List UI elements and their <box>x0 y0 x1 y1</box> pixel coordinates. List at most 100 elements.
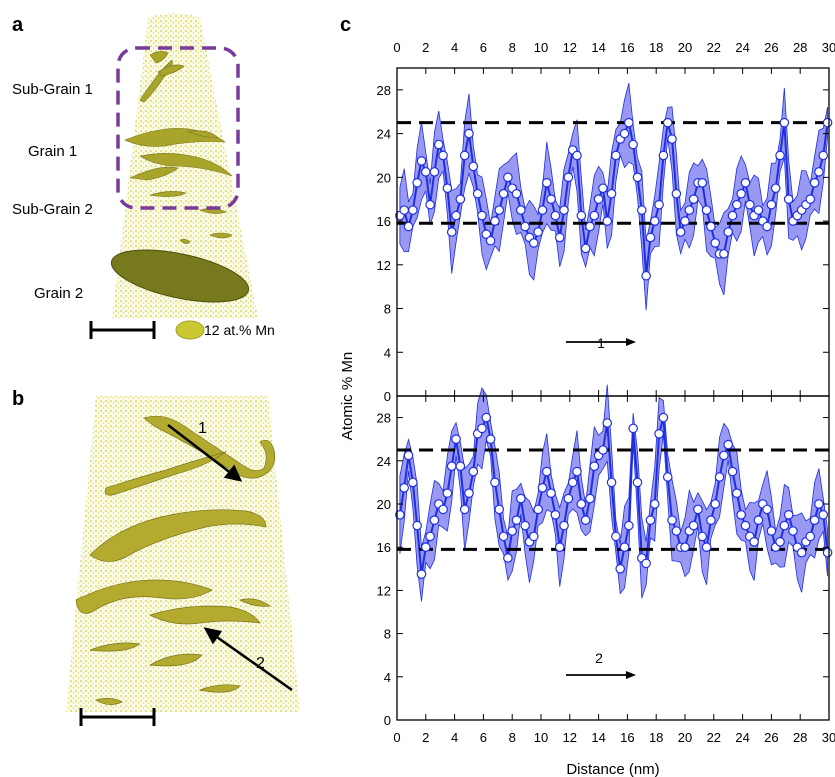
y-tick-label: 16 <box>377 540 391 555</box>
data-point <box>632 172 643 183</box>
data-point <box>420 167 431 177</box>
x-tick-label-top: 10 <box>534 40 548 55</box>
label-grain-1: Grain 1 <box>28 143 78 160</box>
data-point <box>809 178 820 188</box>
data-point <box>706 221 716 232</box>
data-point <box>464 488 474 498</box>
data-point <box>628 423 638 434</box>
x-tick-label-top: 26 <box>764 40 778 55</box>
x-axis-title: Distance (nm) <box>566 761 659 777</box>
x-tick-label-bottom: 6 <box>480 730 487 745</box>
panel-letter-a: a <box>12 14 24 36</box>
data-point <box>598 445 608 455</box>
data-point <box>744 199 755 210</box>
x-tick-label-bottom: 2 <box>422 730 429 745</box>
data-point <box>567 477 578 488</box>
scale-bar-a <box>89 321 156 339</box>
x-tick-label-bottom: 20 <box>678 730 692 745</box>
x-tick-label-top: 18 <box>649 40 663 55</box>
data-point <box>684 205 695 215</box>
data-point <box>641 270 651 281</box>
data-point <box>416 156 427 166</box>
data-point <box>740 178 751 188</box>
x-tick-label-bottom: 0 <box>393 730 400 745</box>
data-point <box>619 542 630 552</box>
data-point <box>516 205 526 215</box>
data-point <box>589 461 600 471</box>
y-tick-label: 8 <box>384 302 391 317</box>
data-point <box>688 194 699 204</box>
data-point <box>783 194 794 204</box>
data-point <box>762 221 772 232</box>
data-point <box>649 216 660 226</box>
data-point <box>446 461 457 471</box>
data-point <box>822 117 833 128</box>
data-point <box>585 221 595 232</box>
arrow-b-1-label: 1 <box>198 420 207 437</box>
data-point <box>425 199 435 210</box>
data-point <box>701 205 712 215</box>
data-point <box>624 520 634 531</box>
data-point <box>753 205 764 215</box>
data-point <box>442 183 453 194</box>
data-point <box>719 450 729 461</box>
data-point <box>680 216 690 226</box>
data-point <box>533 504 543 515</box>
y-tick-label: 28 <box>377 83 391 98</box>
x-tick-label-bottom: 16 <box>620 730 634 745</box>
data-point <box>554 542 565 552</box>
data-point <box>585 493 595 504</box>
data-point <box>559 520 569 531</box>
y-tick-label: 0 <box>384 713 391 728</box>
data-point <box>649 499 660 509</box>
x-tick-label-bottom: 4 <box>451 730 458 745</box>
data-point <box>576 499 587 509</box>
data-point <box>671 188 682 199</box>
data-point <box>395 509 405 520</box>
data-point <box>572 466 582 477</box>
y-tick-label: 12 <box>377 258 391 273</box>
data-point <box>598 183 608 194</box>
y-tick-label: 4 <box>384 670 391 685</box>
arrow-c-1-head <box>626 338 636 346</box>
data-point <box>732 488 742 498</box>
data-point <box>477 423 487 434</box>
data-point <box>451 210 461 221</box>
data-point <box>485 235 496 246</box>
data-point <box>399 482 409 493</box>
y-tick-label: 4 <box>384 345 391 360</box>
x-tick-label-top: 24 <box>735 40 749 55</box>
data-point <box>719 249 729 259</box>
x-tick-label-top: 20 <box>678 40 692 55</box>
x-tick-label-bottom: 28 <box>793 730 807 745</box>
data-point <box>580 243 591 254</box>
arrow-b-1 <box>167 424 243 482</box>
data-point <box>805 194 816 204</box>
legend-mn-text: 12 at.% Mn <box>204 322 275 338</box>
data-point <box>736 188 746 199</box>
data-point <box>641 558 651 569</box>
data-point <box>546 194 556 204</box>
data-point <box>537 205 548 215</box>
x-tick-label-bottom: 22 <box>707 730 721 745</box>
data-point <box>403 221 414 232</box>
data-point <box>511 188 522 199</box>
data-point <box>516 493 526 504</box>
data-point <box>455 194 466 204</box>
y-tick-label: 24 <box>377 127 391 142</box>
data-point <box>399 205 409 215</box>
panel-c-chart: 4812162024284812162024280000224466881010… <box>377 40 835 745</box>
data-point <box>433 139 444 150</box>
data-point <box>611 531 621 542</box>
series-2-band <box>399 384 828 602</box>
data-point <box>662 117 673 128</box>
data-point <box>503 172 513 183</box>
data-point <box>416 569 427 579</box>
x-tick-label-top: 4 <box>451 40 458 55</box>
data-point <box>779 117 790 128</box>
data-point <box>697 178 708 188</box>
data-point <box>645 515 656 525</box>
label-sub-grain-1: Sub-Grain 1 <box>12 81 93 98</box>
data-point <box>459 150 470 161</box>
